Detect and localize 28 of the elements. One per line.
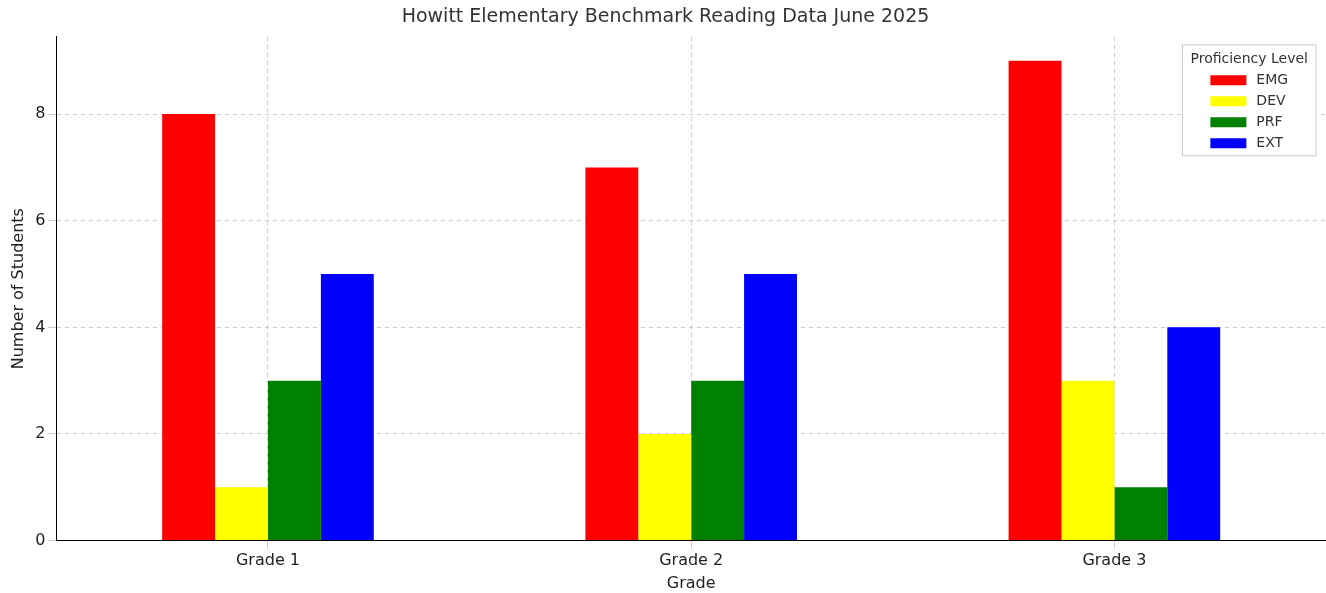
bar	[320, 274, 374, 541]
bar	[691, 380, 745, 541]
x-tick-label: Grade 2	[659, 550, 724, 570]
y-tick-label: 4	[35, 316, 46, 336]
bar	[744, 274, 797, 541]
legend-title: Proficiency Level	[1190, 49, 1309, 66]
bar	[638, 433, 692, 541]
y-tick-label: 6	[35, 209, 46, 229]
bar	[1061, 380, 1115, 541]
x-tick-label: Grade 3	[1082, 550, 1147, 570]
bar	[585, 167, 639, 541]
y-axis-title: Number of Students	[7, 208, 27, 370]
bar	[1167, 327, 1221, 541]
y-tick-label: 0	[35, 529, 46, 549]
x-axis-title: Grade	[666, 572, 716, 592]
legend-label: PRF	[1256, 112, 1283, 129]
legend-label: DEV	[1256, 91, 1286, 108]
y-tick-label: 2	[35, 423, 46, 443]
y-tick-label: 8	[35, 103, 46, 123]
bar	[1114, 487, 1168, 541]
legend-label: EXT	[1256, 133, 1284, 150]
chart-title: Howitt Elementary Benchmark Reading Data June 2025	[401, 4, 930, 27]
bar	[162, 114, 216, 541]
x-tick-label: Grade 1	[235, 550, 301, 570]
legend-label: EMG	[1256, 70, 1289, 87]
bar	[215, 487, 268, 541]
bar	[1008, 60, 1062, 541]
bar	[267, 380, 321, 541]
